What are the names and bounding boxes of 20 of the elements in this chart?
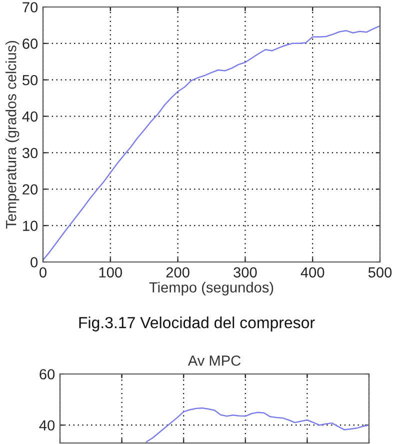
line-series bbox=[146, 407, 369, 442]
x-tick-label: 300 bbox=[234, 267, 257, 278]
y-tick-label: 50 bbox=[22, 74, 38, 86]
y-tick-label: 10 bbox=[23, 220, 38, 231]
y-tick-label: 30 bbox=[22, 148, 38, 158]
y-tick-label: 20 bbox=[22, 184, 38, 195]
x-tick-label: 100 bbox=[99, 267, 122, 278]
y-tick-label: 60 bbox=[40, 369, 55, 380]
x-tick-label: 500 bbox=[368, 267, 392, 278]
x-tick-label: 400 bbox=[300, 267, 324, 278]
chart-title: Av MPC bbox=[188, 355, 241, 366]
caption: Fig.3.17 Velocidad del compresor bbox=[79, 316, 315, 332]
y-tick-label: 60 bbox=[22, 38, 38, 49]
y-tick-label: 40 bbox=[39, 420, 55, 431]
x-axis-title: Tiempo (segundos) bbox=[149, 282, 274, 296]
y-tick-label: 40 bbox=[22, 111, 38, 122]
y-axis-title: Temperatura (grados celcius) bbox=[6, 40, 20, 229]
x-tick-label: 200 bbox=[166, 267, 190, 278]
y-tick-label: 0 bbox=[30, 257, 38, 268]
y-tick-label: 70 bbox=[22, 2, 38, 12]
